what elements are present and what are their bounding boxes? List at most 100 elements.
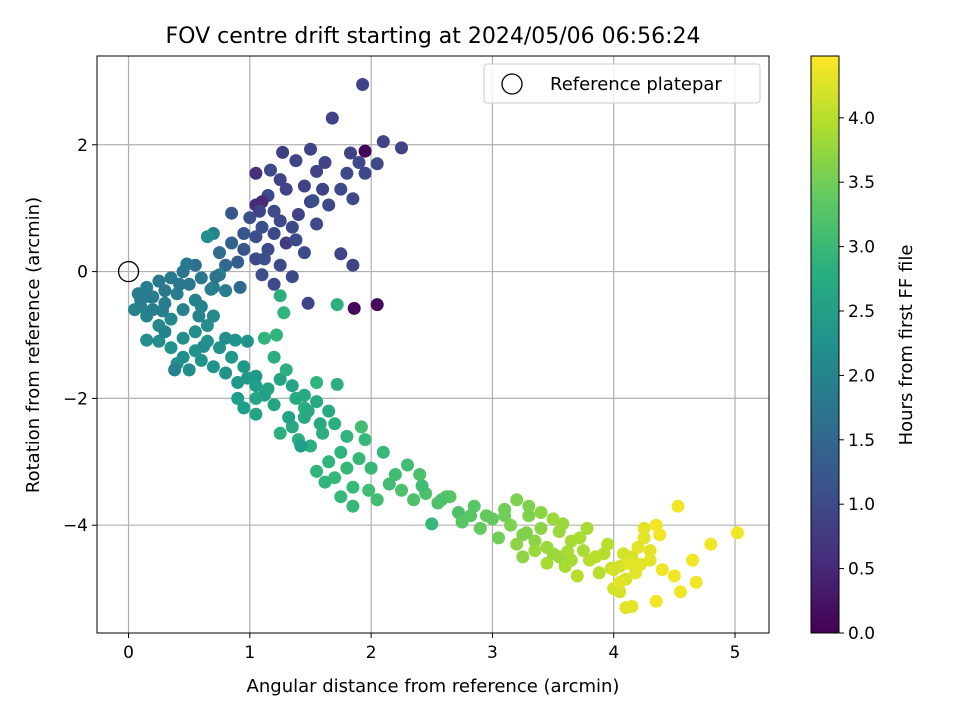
data-point: [249, 379, 263, 393]
data-point: [282, 410, 296, 424]
data-point: [197, 339, 211, 353]
data-point: [519, 526, 533, 540]
data-point: [131, 287, 145, 301]
data-point: [257, 331, 271, 345]
data-point: [376, 445, 390, 459]
data-point: [231, 391, 245, 405]
colorbar-tick-label: 4.0: [848, 109, 875, 129]
data-point: [322, 198, 336, 212]
data-point: [152, 334, 166, 348]
data-point: [346, 192, 360, 206]
data-point: [401, 458, 414, 472]
data-point: [498, 509, 512, 523]
data-point: [592, 566, 606, 580]
data-point: [310, 217, 324, 231]
data-point: [407, 493, 421, 507]
data-point: [267, 398, 281, 412]
data-point: [546, 512, 560, 526]
data-point: [370, 493, 384, 507]
data-point: [570, 569, 584, 583]
data-point: [289, 233, 303, 247]
data-point: [277, 306, 291, 320]
data-point: [304, 142, 317, 156]
data-point: [273, 289, 287, 303]
data-point: [310, 376, 324, 389]
data-point: [561, 545, 575, 559]
data-point: [200, 230, 214, 244]
data-point: [607, 563, 621, 577]
data-point: [613, 585, 627, 599]
colorbar-label: Hours from first FF file: [896, 245, 917, 446]
data-point: [643, 544, 657, 558]
data-point: [267, 204, 281, 218]
data-point: [334, 445, 348, 459]
data-point: [204, 282, 218, 296]
data-point: [219, 366, 233, 380]
data-point: [322, 455, 336, 469]
data-point: [306, 194, 320, 208]
data-point: [313, 417, 327, 431]
data-point: [356, 78, 370, 91]
data-point: [540, 556, 554, 570]
data-point: [504, 518, 518, 532]
data-point: [510, 493, 524, 507]
data-point: [689, 575, 703, 589]
data-point: [146, 303, 160, 317]
data-point: [649, 594, 663, 608]
x-tick-label: 0: [123, 643, 134, 663]
colorbar: 0.0 0.5 1.0 1.5 2.0 2.5 3.0 3.5 4.0 Hours from f…: [810, 55, 917, 644]
data-point: [318, 156, 332, 169]
data-point: [143, 290, 157, 304]
data-point: [362, 483, 376, 497]
x-axis-label: Angular distance from reference (arcmin): [247, 676, 620, 697]
data-point: [347, 301, 361, 315]
colorbar-tick-label: 0.5: [848, 560, 875, 580]
data-point: [237, 242, 251, 256]
data-point: [240, 371, 254, 385]
data-point: [358, 166, 372, 180]
data-point: [344, 146, 357, 160]
y-axis-ticks: −4 −2 0 2: [63, 136, 97, 536]
data-point: [625, 599, 639, 613]
colorbar-ticks: 0.0 0.5 1.0 1.5 2.0 2.5 3.0 3.5 4.0: [839, 109, 875, 644]
reference-marker: [117, 260, 140, 283]
data-point: [240, 334, 254, 348]
data-point: [686, 553, 700, 567]
data-point: [637, 531, 651, 545]
data-point: [621, 556, 635, 570]
data-point: [330, 377, 344, 391]
data-point: [667, 569, 681, 583]
data-point: [140, 333, 154, 347]
data-point: [597, 547, 611, 561]
data-point: [156, 304, 169, 318]
data-point: [164, 341, 178, 355]
data-point: [382, 477, 396, 491]
data-point: [528, 544, 542, 558]
data-point: [276, 145, 290, 159]
data-point: [273, 214, 287, 228]
reference-platepar-marker: [117, 260, 140, 283]
data-point: [200, 319, 214, 332]
data-point: [279, 363, 293, 377]
x-tick-label: 5: [730, 643, 741, 663]
data-point: [473, 521, 487, 535]
colorbar-tick-label: 3.5: [848, 173, 875, 193]
data-point: [182, 363, 196, 377]
data-point: [655, 563, 669, 577]
data-point: [173, 277, 186, 291]
chart-title: FOV centre drift starting at 2024/05/06 …: [166, 24, 701, 49]
data-point: [273, 426, 287, 440]
colorbar-tick-label: 1.0: [848, 495, 875, 515]
data-point: [182, 277, 196, 291]
data-point: [556, 517, 570, 531]
data-point: [310, 164, 324, 178]
data-point: [249, 391, 263, 405]
plot-frame: [96, 55, 770, 634]
data-point: [534, 506, 548, 519]
data-point: [546, 547, 560, 561]
data-point: [325, 111, 339, 125]
colorbar-tick-label: 3.0: [848, 238, 875, 258]
data-point: [152, 274, 166, 288]
data-point: [413, 468, 427, 481]
data-point: [255, 220, 269, 234]
